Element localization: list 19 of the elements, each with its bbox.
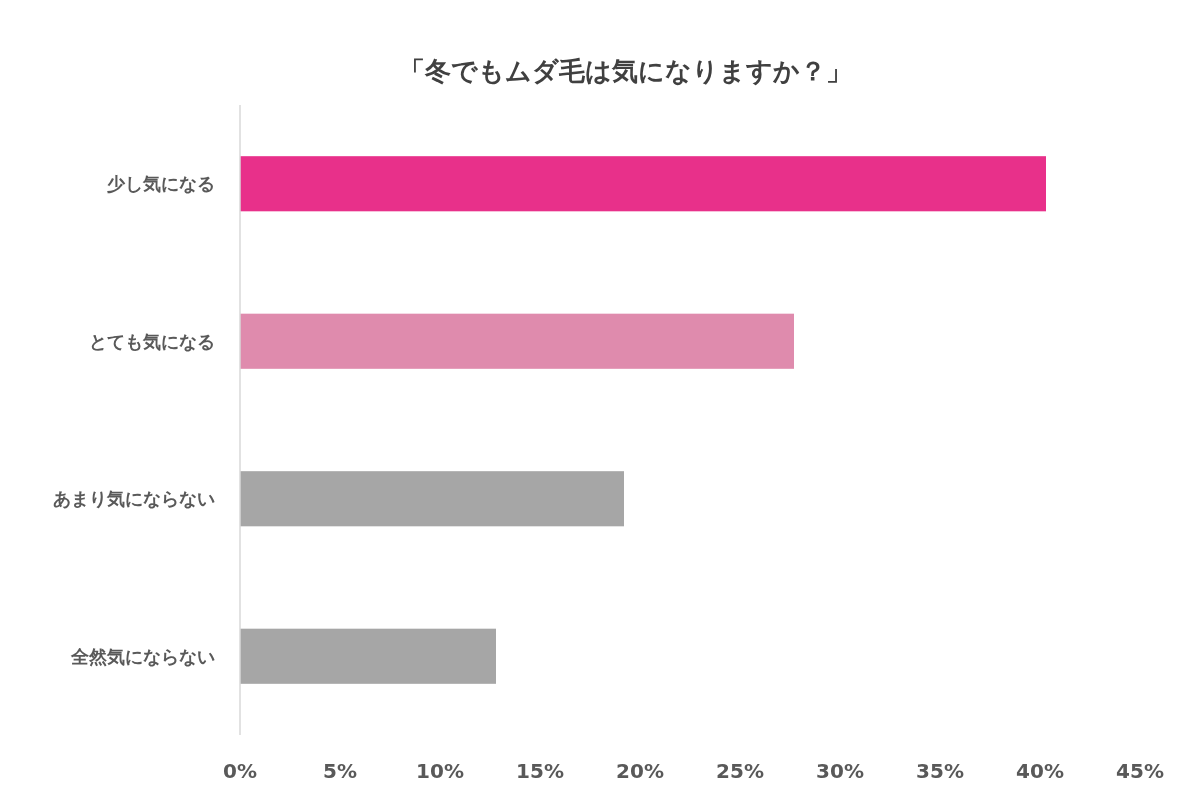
bar (240, 313, 794, 369)
bar (240, 628, 496, 684)
x-tick-label: 5% (323, 759, 357, 783)
bar (240, 156, 1046, 212)
x-tick-label: 40% (1016, 759, 1064, 783)
y-tick-label: 少し気になる (107, 173, 215, 195)
x-tick-label: 25% (716, 759, 764, 783)
y-tick-label: とても気になる (89, 330, 215, 352)
x-tick-label: 0% (223, 759, 257, 783)
y-tick-label: 全然気にならない (70, 645, 215, 667)
x-tick-label: 45% (1116, 759, 1164, 783)
x-tick-label: 20% (616, 759, 664, 783)
x-tick-label: 15% (516, 759, 564, 783)
x-tick-label: 10% (416, 759, 464, 783)
x-tick-label: 30% (816, 759, 864, 783)
y-tick-label: あまり気にならない (53, 488, 215, 510)
chart-title: 「冬でもムダ毛は気になりますか？」 (398, 56, 852, 86)
bar (240, 471, 624, 527)
x-tick-label: 35% (916, 759, 964, 783)
